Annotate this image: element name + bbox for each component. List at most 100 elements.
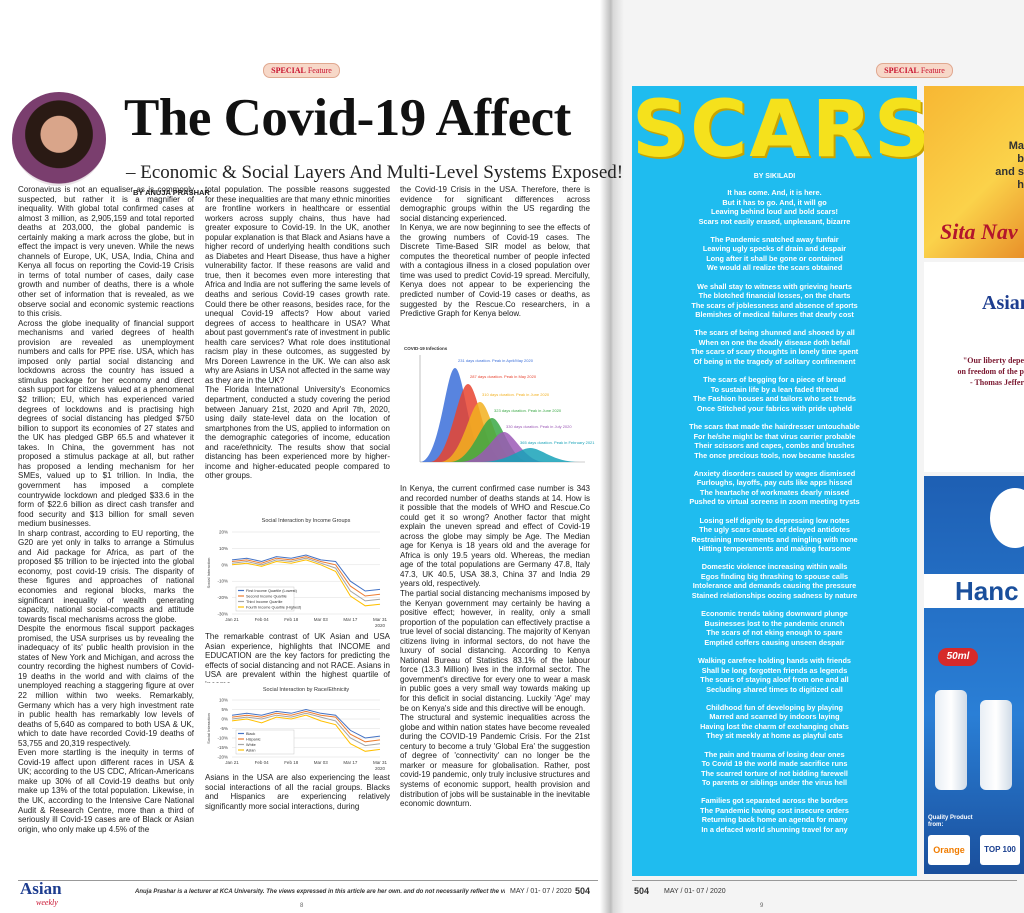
poem-line: To sustain life by a lean faded thread xyxy=(710,384,839,394)
x-tick-label: Jan 21 xyxy=(225,617,239,622)
page-number: 8 xyxy=(300,903,304,909)
ad-line: h xyxy=(1017,179,1024,191)
graph-title: COVID-19 Infections xyxy=(404,346,448,351)
poem-line: The Pandemic having cost insecure orders xyxy=(700,805,849,815)
paragraph: In sharp contrast, according to EU repor… xyxy=(18,528,194,624)
poem-line: The ugly scars caused of delayed antidot… xyxy=(699,525,850,535)
series-line xyxy=(231,554,381,592)
x-tick-label: Mar 17 xyxy=(343,760,358,765)
section-tag: SPECIAL Feature xyxy=(876,63,953,78)
poem-line: Marred and scarred by indoors laying xyxy=(709,712,840,722)
poem-line: Shall be long forgotten friends as legen… xyxy=(701,665,848,675)
footer-rule xyxy=(18,880,598,881)
poem-line: The pain and trauma of losing dear ones xyxy=(704,749,845,759)
footer-rule xyxy=(632,880,1017,881)
y-tick-label: -30% xyxy=(217,612,228,617)
poem-line: The scars that made the hairdresser unto… xyxy=(689,422,860,431)
poem-line: Long after it shall be gone or contained xyxy=(706,253,843,263)
chart-frame xyxy=(204,514,388,629)
poem-line: Emptied coffers causing unseen despair xyxy=(704,637,845,647)
x-tick-label: Mar 03 xyxy=(314,760,329,765)
poem-line: When on one the deadly disease doth befa… xyxy=(698,337,851,347)
x-tick-label: Mar 31 xyxy=(373,617,388,622)
poem-line: Walking carefree holding hands with frie… xyxy=(698,656,851,665)
footer-logo: Asian xyxy=(20,879,62,898)
x-tick-label: Feb 04 xyxy=(255,760,270,765)
series-line xyxy=(231,710,381,743)
body-column: In Kenya, the current confirmed case num… xyxy=(400,484,590,809)
y-tick-label: 0% xyxy=(221,717,228,722)
paragraph: Across the globe inequality of financial… xyxy=(18,318,194,529)
poem-poster xyxy=(632,86,917,876)
ad-script-name: Sita Nav xyxy=(940,219,1018,244)
legend-label: Hispanic xyxy=(246,738,261,742)
x-tick-label: Mar 31 xyxy=(373,760,388,765)
poem-line: The scars of being shunned and shooed by… xyxy=(694,328,855,338)
poem-line: In a defaced world shunning travel for a… xyxy=(701,824,848,834)
quote-line: - Thomas Jeffer xyxy=(969,378,1024,387)
body-column: Coronavirus is not an equaliser as is co… xyxy=(18,185,194,834)
poem-line: The scars of staying aloof from one and … xyxy=(700,675,849,684)
ad-bottle xyxy=(935,690,967,790)
poem-line: They sit meekly at home as playful cats xyxy=(706,731,843,741)
poem-line: We shall stay to witness with grieving h… xyxy=(697,281,852,291)
poem-line: The Fashion houses and tailors who set t… xyxy=(693,394,856,404)
gutter xyxy=(600,0,624,913)
paragraph: In Kenya, the current confirmed case num… xyxy=(400,484,590,589)
y-tick-label: -15% xyxy=(217,745,228,750)
graph-annotation: 365 days duration. Peak in February 2021 xyxy=(520,440,595,445)
body-column: the Covid-19 Crisis in the USA. Therefor… xyxy=(400,185,590,319)
poem-line: Once Stitched your fabrics with pride up… xyxy=(696,403,853,413)
poem-line: Childhood fun of developing by playing xyxy=(705,702,843,712)
series-line xyxy=(231,556,381,597)
graph-annotation: 287 days duration. Peak in May 2020 xyxy=(470,374,537,379)
ad-quality: Quality Product from: xyxy=(928,815,973,828)
paragraph: the Covid-19 Crisis in the USA. Therefor… xyxy=(400,185,590,223)
y-tick-label: 5% xyxy=(221,707,228,712)
poem-line: Hitting temperaments and making fearsome xyxy=(698,544,851,554)
ad-logo-circle xyxy=(990,488,1024,548)
paragraph: Asians in the USA are also experiencing … xyxy=(205,773,390,811)
poem-line: Furloughs, layoffs, pay cuts like apps h… xyxy=(696,478,853,488)
ad-banner xyxy=(924,86,1024,258)
poem-line: It has come. And, it is here. xyxy=(727,188,822,197)
y-tick-label: -10% xyxy=(217,579,228,584)
page-number: 9 xyxy=(760,903,764,909)
poem-line: Losing self dignity to depressing low no… xyxy=(699,515,850,525)
poem-line: The blotched financial losses, on the ch… xyxy=(698,291,851,301)
paragraph: In Kenya, we are now beginning to see th… xyxy=(400,223,590,319)
series-line xyxy=(231,708,381,739)
section-tag: SPECIAL Feature xyxy=(263,63,340,78)
ad-text: Ma b and s h xyxy=(988,140,1024,192)
poem-line: The Pandemic snatched away funfair xyxy=(710,234,839,244)
y-tick-label: -10% xyxy=(217,736,228,741)
poem-line: For he/she might be that virus carrier p… xyxy=(693,431,856,441)
paragraph: Despite the enormous fiscal support pack… xyxy=(18,624,194,748)
poem-line: Families got separated across the border… xyxy=(701,796,848,806)
x-note: 2020 xyxy=(375,766,386,771)
x-tick-label: Mar 17 xyxy=(343,617,358,622)
series-line xyxy=(231,557,381,602)
tag-rest: Feature xyxy=(920,66,945,75)
poem-line: To Covid 19 the world made sacrifice run… xyxy=(701,759,848,769)
poem-line: The heartache of workmates dearly missed xyxy=(699,487,850,497)
y-tick-label: 20% xyxy=(219,530,228,535)
kenya-graph xyxy=(402,342,588,482)
ad-bottle xyxy=(980,700,1012,790)
ad-quote: "Our liberty depe on freedom of the p - … xyxy=(928,355,1024,388)
poem-line: Businesses lost to the pandemic crunch xyxy=(704,618,845,628)
x-tick-label: Feb 18 xyxy=(284,617,299,622)
poem-line: Leaving ugly specks of drain and despair xyxy=(702,244,847,254)
poem-line: But it has to go. And, it will go xyxy=(722,197,827,207)
y-tick-label: 10% xyxy=(219,546,228,551)
poem-line: Having lost the charm of exchanging chat… xyxy=(700,721,849,731)
poem-line: Restraining movements and mingling with … xyxy=(691,534,858,544)
quote-line: "Our liberty depe xyxy=(962,356,1024,365)
legend-label: Fourth Income Quartile (Highest) xyxy=(246,606,302,610)
chart-frame xyxy=(204,683,388,772)
poem-line: Pushed to virtual screens in zoom meetin… xyxy=(689,497,860,507)
y-axis-label: Social Interaction xyxy=(206,558,211,589)
poem-line: Stained relationships oozing sadness by … xyxy=(691,590,858,600)
poem-line: Leaving behind loud and bold scars! xyxy=(711,207,838,216)
